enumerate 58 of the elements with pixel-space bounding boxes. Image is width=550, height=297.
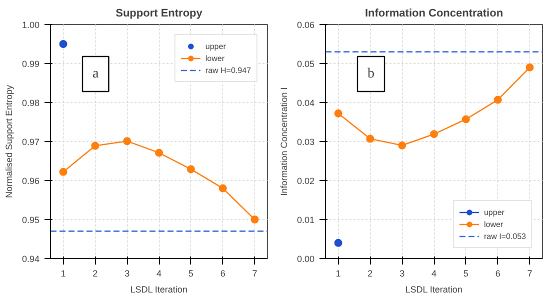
y-tick-label: 0.94: [22, 254, 40, 264]
x-tick-label: 1: [336, 268, 341, 278]
point: [250, 216, 259, 224]
x-tick-label: 5: [188, 268, 194, 278]
y-tick-label: 0.96: [22, 176, 40, 186]
annotation: a: [92, 66, 100, 82]
point: [59, 168, 68, 176]
x-tick-label: 3: [400, 268, 405, 278]
legend-label: lower: [205, 52, 226, 64]
point: [430, 130, 438, 138]
legend-label: upper: [205, 40, 226, 52]
x-tick-label: 3: [124, 268, 130, 278]
x-tick-label: 6: [220, 268, 226, 278]
y-tick-label: 0.00: [296, 254, 315, 264]
y-tick-label: 0.04: [296, 98, 315, 108]
y-tick-label: 0.03: [296, 137, 315, 147]
y-tick-label: 0.02: [296, 176, 315, 186]
x-tick-label: 2: [92, 268, 98, 278]
y-tick-label: 0.95: [22, 215, 40, 225]
point: [366, 134, 374, 143]
point: [334, 109, 342, 118]
legend-label: upper: [484, 206, 504, 218]
x-axis-title: LSDL Iteration: [405, 284, 462, 294]
x-tick-label: 1: [60, 268, 66, 278]
x-tick-label: 2: [368, 268, 373, 278]
x-tick-label: 4: [431, 268, 437, 278]
y-tick-label: 1.00: [22, 20, 40, 30]
x-axis-title: LSDL Iteration: [130, 284, 188, 294]
point: [155, 148, 163, 157]
y-tick-label: 0.99: [22, 59, 40, 69]
point: [91, 142, 100, 150]
y-tick-label: 0.01: [296, 215, 315, 225]
chart-title: Information Concentration: [364, 8, 504, 20]
point: [59, 40, 68, 48]
point: [186, 165, 195, 174]
chart-title: Support Entropy: [116, 8, 204, 20]
legend-label: raw H=0.947: [205, 64, 251, 76]
point: [526, 63, 534, 72]
x-tick-label: 7: [252, 268, 258, 278]
x-tick-label: 7: [527, 268, 532, 278]
y-tick-label: 0.06: [296, 20, 315, 30]
x-tick-label: 6: [495, 268, 500, 278]
legend-label: raw I=0.053: [484, 230, 526, 242]
y-axis-title: Normalised Support Entropy: [4, 84, 14, 198]
y-tick-label: 0.05: [296, 59, 315, 69]
point: [398, 141, 406, 150]
y-tick-label: 0.98: [22, 98, 40, 108]
legend-label: lower: [484, 218, 504, 230]
x-tick-label: 4: [156, 268, 162, 278]
y-tick-label: 0.97: [22, 137, 40, 147]
y-axis-title: Information Concentration I: [278, 87, 289, 196]
point: [334, 238, 342, 247]
point: [462, 115, 470, 124]
annotation: b: [368, 66, 374, 82]
point: [123, 137, 132, 146]
point: [218, 184, 227, 192]
x-tick-label: 5: [463, 268, 468, 278]
point: [494, 96, 502, 104]
